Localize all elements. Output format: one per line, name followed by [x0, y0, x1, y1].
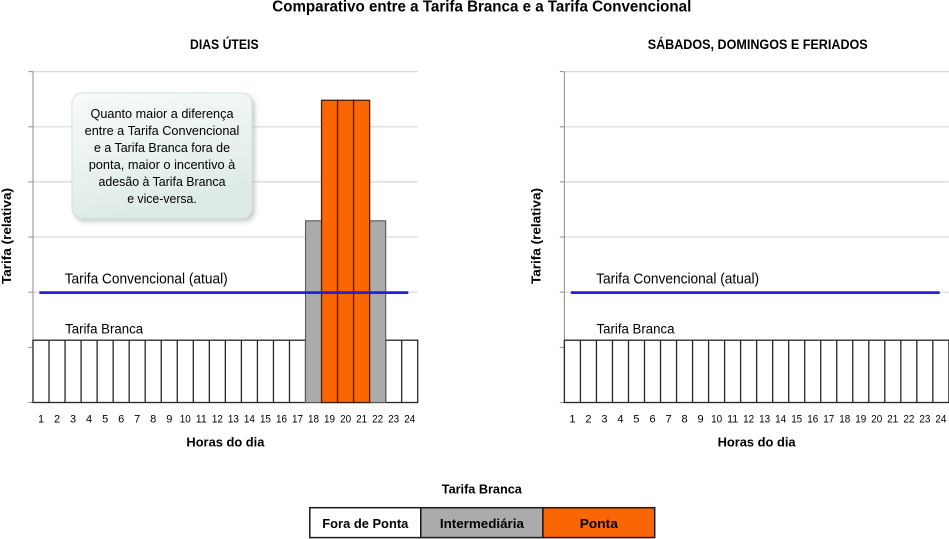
- svg-text:23: 23: [388, 414, 399, 426]
- svg-text:18: 18: [308, 414, 319, 426]
- svg-text:17: 17: [823, 414, 834, 426]
- svg-text:9: 9: [166, 414, 172, 426]
- svg-text:7: 7: [665, 414, 671, 426]
- svg-text:ponta, maior o incentivo à: ponta, maior o incentivo à: [89, 157, 236, 172]
- svg-text:10: 10: [180, 414, 191, 426]
- svg-text:adesão à Tarifa Branca: adesão à Tarifa Branca: [99, 174, 227, 189]
- svg-text:1: 1: [38, 414, 44, 426]
- svg-text:4: 4: [617, 414, 623, 426]
- svg-text:19: 19: [855, 414, 866, 426]
- svg-text:17: 17: [292, 414, 303, 426]
- svg-text:1: 1: [569, 414, 575, 426]
- svg-text:7: 7: [134, 414, 140, 426]
- svg-text:Tarifa (relativa): Tarifa (relativa): [0, 188, 14, 284]
- svg-text:2: 2: [585, 414, 591, 426]
- svg-text:Tarifa Branca: Tarifa Branca: [65, 321, 143, 337]
- svg-text:5: 5: [633, 414, 639, 426]
- svg-text:Tarifa Convencional (atual): Tarifa Convencional (atual): [65, 271, 228, 287]
- svg-text:20: 20: [340, 414, 351, 426]
- svg-text:13: 13: [759, 414, 770, 426]
- svg-text:15: 15: [791, 414, 802, 426]
- svg-text:8: 8: [150, 414, 156, 426]
- svg-text:entre a Tarifa Convencional: entre a Tarifa Convencional: [85, 123, 240, 138]
- svg-text:Comparativo entre a Tarifa Bra: Comparativo entre a Tarifa Branca e a Ta…: [272, 0, 691, 16]
- svg-text:2: 2: [54, 414, 60, 426]
- svg-text:21: 21: [887, 414, 898, 426]
- svg-text:3: 3: [70, 414, 76, 426]
- svg-text:16: 16: [276, 414, 287, 426]
- svg-text:22: 22: [903, 414, 914, 426]
- svg-text:11: 11: [727, 414, 738, 426]
- svg-text:SÁBADOS, DOMINGOS E FERIADOS: SÁBADOS, DOMINGOS E FERIADOS: [648, 37, 868, 52]
- svg-text:23: 23: [919, 414, 930, 426]
- svg-text:14: 14: [244, 414, 255, 426]
- svg-text:13: 13: [228, 414, 239, 426]
- svg-text:Horas do dia: Horas do dia: [186, 434, 265, 449]
- svg-text:14: 14: [775, 414, 786, 426]
- svg-text:Tarifa Branca: Tarifa Branca: [597, 321, 675, 337]
- svg-text:Fora de Ponta: Fora de Ponta: [322, 516, 409, 531]
- svg-text:Quanto maior a diferença: Quanto maior a diferença: [91, 106, 235, 121]
- svg-text:8: 8: [681, 414, 687, 426]
- svg-text:10: 10: [711, 414, 722, 426]
- svg-text:Ponta: Ponta: [580, 516, 619, 531]
- svg-text:4: 4: [86, 414, 92, 426]
- svg-text:Tarifa (relativa): Tarifa (relativa): [529, 188, 544, 284]
- svg-text:24: 24: [935, 414, 946, 426]
- svg-text:Tarifa Branca: Tarifa Branca: [442, 482, 523, 497]
- svg-text:18: 18: [839, 414, 850, 426]
- svg-text:Horas do dia: Horas do dia: [718, 434, 797, 449]
- svg-text:19: 19: [324, 414, 335, 426]
- svg-text:Tarifa Convencional (atual): Tarifa Convencional (atual): [596, 271, 759, 287]
- svg-text:3: 3: [601, 414, 607, 426]
- svg-text:6: 6: [649, 414, 655, 426]
- svg-text:9: 9: [698, 414, 704, 426]
- svg-text:11: 11: [196, 414, 207, 426]
- svg-text:DIAS ÚTEIS: DIAS ÚTEIS: [190, 37, 259, 52]
- svg-text:20: 20: [871, 414, 882, 426]
- svg-text:24: 24: [404, 414, 415, 426]
- svg-text:e vice-versa.: e vice-versa.: [127, 191, 197, 206]
- svg-text:6: 6: [118, 414, 124, 426]
- svg-text:12: 12: [212, 414, 223, 426]
- svg-text:Intermediária: Intermediária: [440, 516, 525, 531]
- svg-text:15: 15: [260, 414, 271, 426]
- svg-text:5: 5: [102, 414, 108, 426]
- svg-text:22: 22: [372, 414, 383, 426]
- svg-text:e a Tarifa Branca fora de: e a Tarifa Branca fora de: [94, 140, 230, 155]
- svg-text:12: 12: [743, 414, 754, 426]
- svg-text:16: 16: [807, 414, 818, 426]
- svg-text:21: 21: [356, 414, 367, 426]
